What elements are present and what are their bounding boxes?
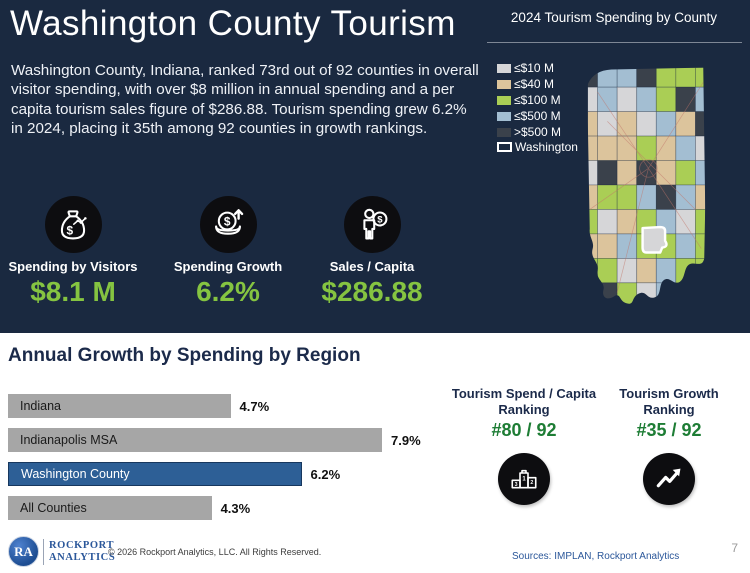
washington-outline-swatch (497, 142, 512, 152)
bar: All Counties (8, 496, 212, 520)
bar-value: 4.7% (239, 398, 270, 414)
svg-text:1: 1 (522, 476, 526, 482)
legend-item: >$500 M (497, 125, 561, 139)
bar-row-indiana: Indiana 4.7% (8, 394, 453, 418)
metric-sales-per-capita: $ Sales / Capita $286.88 (300, 196, 444, 308)
page-number: 7 (731, 541, 738, 555)
metric-value: $8.1 M (30, 276, 116, 307)
legend-item: ≤$40 M (497, 77, 561, 91)
legend-swatch (497, 79, 511, 89)
washington-county-shape (641, 225, 668, 254)
map-legend: ≤$10 M ≤$40 M ≤$100 M ≤$500 M >$500 M (497, 61, 561, 141)
page-title: Washington County Tourism (10, 4, 456, 43)
svg-text:$: $ (377, 214, 383, 225)
podium-icon: 1 3 2 (498, 452, 550, 505)
bar-value: 6.2% (310, 466, 341, 482)
svg-text:2: 2 (530, 479, 533, 485)
legend-item-washington: Washington (497, 140, 578, 154)
logo-divider (43, 538, 44, 565)
svg-text:3: 3 (515, 482, 518, 488)
ranking-value: #35 / 92 (636, 419, 702, 440)
sources-text: Sources: IMPLAN, Rockport Analytics (512, 551, 680, 562)
summary-paragraph: Washington County, Indiana, ranked 73rd … (11, 62, 479, 138)
bar: Indianapolis MSA (8, 428, 382, 452)
bar: Washington County (8, 462, 302, 486)
ranking-spend-per-capita: Tourism Spend / Capita Ranking #80 / 92 … (444, 386, 604, 505)
person-dollar-icon: $ (343, 196, 401, 253)
metric-label: Sales / Capita (329, 259, 415, 274)
legend-swatch (497, 95, 511, 105)
road-lines (589, 82, 704, 293)
trend-up-icon (643, 452, 695, 505)
metric-spending-growth: $ Spending Growth 6.2% (156, 196, 300, 308)
map-title-divider (487, 42, 742, 43)
county-grid (587, 67, 706, 304)
bar-row-indianapolis-msa: Indianapolis MSA 7.9% (8, 428, 453, 452)
growth-bar-chart: Indiana 4.7% Indianapolis MSA 7.9% Washi… (8, 394, 453, 530)
legend-item: ≤$500 M (497, 109, 561, 123)
bar-value: 7.9% (391, 432, 421, 448)
legend-swatch (497, 63, 511, 73)
svg-text:$: $ (67, 223, 74, 237)
bar-value: 4.3% (220, 500, 251, 516)
header-section: Washington County Tourism Washington Cou… (0, 0, 750, 333)
indiana-county-map (587, 67, 706, 304)
metric-spending-by-visitors: $ Spending by Visitors $8.1 M (6, 196, 140, 308)
rockport-analytics-logo: RA Rockport Analytics (8, 536, 115, 567)
legend-item: ≤$10 M (497, 61, 561, 75)
coin-growth-icon: $ (199, 196, 257, 253)
logo-wordmark: Rockport Analytics (49, 539, 116, 563)
chart-title: Annual Growth by Spending by Region (8, 345, 361, 366)
legend-swatch (497, 111, 511, 121)
legend-swatch (497, 127, 511, 137)
metric-label: Spending Growth (173, 259, 283, 274)
bar: Indiana (8, 394, 231, 418)
ranking-value: #80 / 92 (491, 419, 557, 440)
metric-value: 6.2% (196, 276, 260, 307)
copyright-text: © 2026 Rockport Analytics, LLC. All Righ… (108, 547, 322, 557)
svg-text:$: $ (224, 214, 231, 228)
bar-row-all-counties: All Counties 4.3% (8, 496, 453, 520)
metric-label: Spending by Visitors (8, 259, 138, 274)
bar-row-washington-county: Washington County 6.2% (8, 462, 453, 486)
legend-item: ≤$100 M (497, 93, 561, 107)
ranking-title: Tourism Spend / Capita Ranking (451, 386, 597, 418)
ranking-growth: Tourism Growth Ranking #35 / 92 (600, 386, 738, 505)
logo-ra-circle: RA (8, 536, 39, 567)
metric-value: $286.88 (321, 276, 423, 307)
map-title: 2024 Tourism Spending by County (510, 10, 718, 25)
ranking-title: Tourism Growth Ranking (619, 386, 719, 418)
money-bag-icon: $ (44, 196, 102, 253)
